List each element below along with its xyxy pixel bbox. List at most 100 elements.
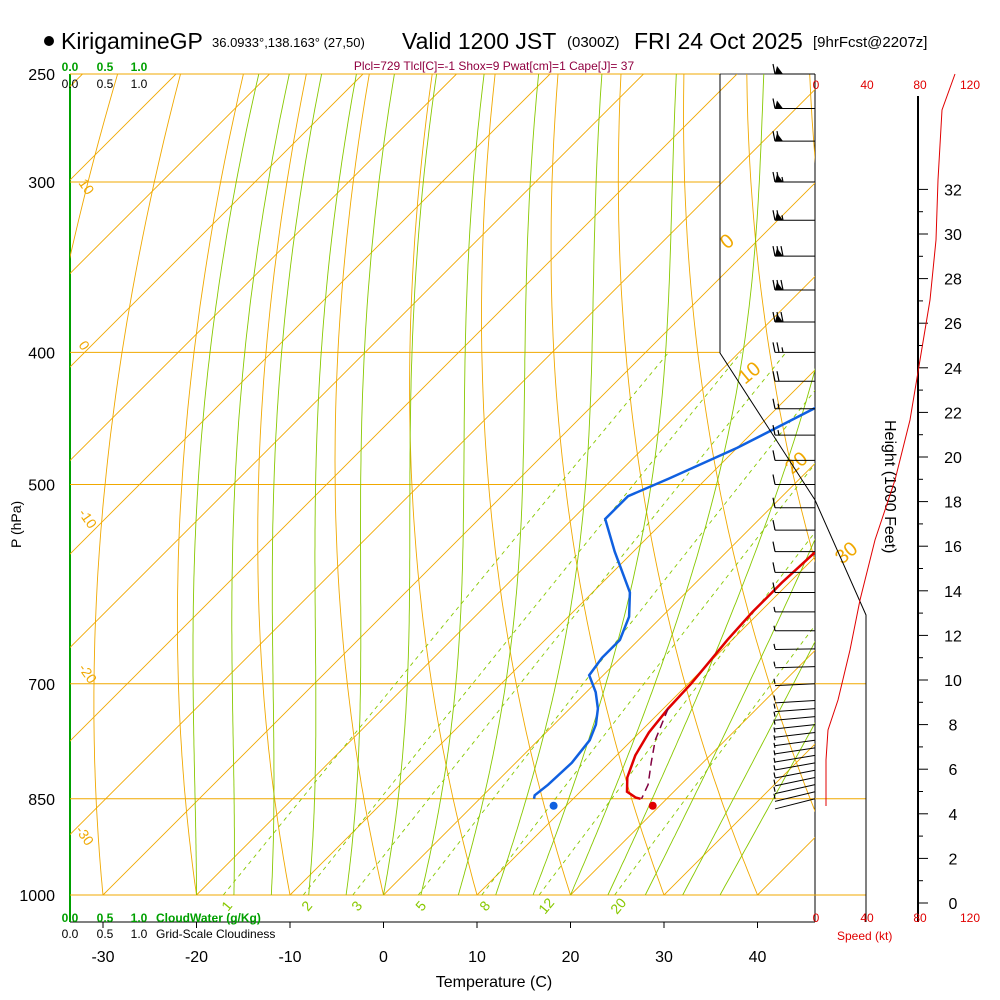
isotherm-line <box>102 182 815 896</box>
cloudiness-tick-label: 0.5 <box>97 77 114 91</box>
wind-barb-half <box>773 625 776 631</box>
dry-adiabat-line <box>93 74 181 896</box>
wind-barb-staff <box>774 754 816 763</box>
wind-barb-half <box>773 757 776 763</box>
wind-barb <box>773 793 816 810</box>
wind-barb-flag <box>772 63 776 75</box>
speed-tick-label: 80 <box>913 911 927 925</box>
wind-barb-flag <box>772 582 776 593</box>
dry-adiabat-line <box>257 74 307 896</box>
wind-barb <box>773 765 816 779</box>
forecast-label: [9hrFcst@2207z] <box>813 34 927 51</box>
dry-adiabat-line <box>746 74 815 563</box>
moist-adiabat-line <box>231 74 290 896</box>
mixing-ratio-line <box>614 624 815 896</box>
dry-adiabat-lines <box>70 74 815 896</box>
mixing-ratio-label: 8 <box>476 898 493 914</box>
mixing-ratio-line <box>222 352 670 896</box>
mixing-ratio-label: 12 <box>535 895 557 917</box>
wind-barb <box>772 245 815 257</box>
wind-barb-half <box>773 719 776 725</box>
wind-barb-flag <box>772 210 776 221</box>
wind-barb <box>773 735 816 747</box>
wind-barb-flag <box>772 311 776 323</box>
pressure-tick-label: 400 <box>28 345 55 362</box>
wind-barb-half <box>773 779 776 785</box>
y-axis-label: P (hPa) <box>8 501 24 548</box>
wind-barb <box>772 474 815 485</box>
wind-barb <box>773 606 815 613</box>
wind-barb <box>772 519 815 531</box>
wind-barb-flag <box>772 497 776 508</box>
moist-adiabat-line <box>495 74 603 896</box>
isotherm-line <box>70 74 364 368</box>
isotherm-line <box>70 74 457 462</box>
wind-barb <box>772 342 815 353</box>
wind-barb-flag <box>772 562 776 573</box>
wind-barb <box>773 779 816 795</box>
wind-barb-flag <box>780 245 784 257</box>
wind-barb-half <box>773 703 776 709</box>
wind-barb-staff <box>774 699 816 704</box>
x-tick-label: -30 <box>91 949 114 966</box>
wind-barb-flag <box>780 311 784 323</box>
wind-barb <box>772 210 815 221</box>
wind-barb-flag <box>776 371 780 382</box>
wind-barb-pennant <box>775 281 783 290</box>
speed-tick-label: 120 <box>960 911 980 925</box>
moist-adiabat-line <box>570 74 765 896</box>
wind-barb <box>773 786 816 802</box>
mixing-ratio-label: 5 <box>412 898 429 914</box>
height-tick-label: 22 <box>944 405 962 422</box>
wind-barb <box>772 98 815 110</box>
wind-barb-flag <box>772 398 776 409</box>
valid-zulu: (0300Z) <box>567 34 620 51</box>
mixing-ratio-line <box>417 389 815 896</box>
cloud-water-tick-label: 1.0 <box>131 60 148 74</box>
wind-barb-staff <box>774 762 816 771</box>
isotherm-line <box>70 88 815 836</box>
wind-barb-flag <box>776 342 780 353</box>
pressure-tick-label: 300 <box>28 175 55 192</box>
pressure-tick-label: 850 <box>28 792 55 809</box>
x-tick-label: 10 <box>468 949 486 966</box>
wind-barb <box>772 63 815 75</box>
wind-barb-staff <box>774 769 816 779</box>
moist-adiabat-label: 20 <box>781 448 812 479</box>
wind-barb-flag <box>772 245 776 257</box>
cloudiness-tick-label: 1.0 <box>131 77 148 91</box>
wind-barb-half <box>773 772 776 778</box>
wind-barb <box>772 562 815 573</box>
height-axis-label: Height (1000 Feet) <box>881 420 898 553</box>
wind-barb <box>772 279 815 291</box>
wind-barb-flag <box>772 279 776 291</box>
wind-barb-half <box>781 176 784 183</box>
isotherm-line <box>70 74 738 742</box>
height-tick-label: 14 <box>944 584 962 601</box>
cloudiness-label: Grid-Scale Cloudiness <box>156 927 275 941</box>
moist-adiabat-label: 0 <box>716 230 739 254</box>
wind-barb-staff <box>774 776 816 787</box>
wind-barb <box>772 371 815 382</box>
dry-adiabat-line <box>809 74 815 164</box>
wind-barb <box>772 398 815 410</box>
cloud-water-tick-label: 0.5 <box>97 911 114 925</box>
height-tick-label: 28 <box>944 272 962 289</box>
wind-barb-staff <box>774 747 816 755</box>
height-tick-label: 20 <box>944 450 962 467</box>
isotherm-line <box>196 275 815 896</box>
dry-adiabat-label: 10 <box>76 176 98 198</box>
x-tick-label: 40 <box>749 949 767 966</box>
wind-barb <box>773 703 816 713</box>
surface-dewpoint-point <box>549 801 558 810</box>
pressure-tick-label: 500 <box>28 478 55 495</box>
wind-barb <box>772 425 815 436</box>
wind-barb-half <box>773 606 776 613</box>
wind-barb-pennant <box>775 173 783 182</box>
wind-barb-half <box>781 215 784 221</box>
wind-barb-half <box>773 742 776 748</box>
height-tick-label: 6 <box>949 762 958 779</box>
moist-adiabat-line <box>345 74 395 896</box>
wind-barb-pennant <box>775 133 783 142</box>
moist-adiabat-line <box>607 367 815 896</box>
